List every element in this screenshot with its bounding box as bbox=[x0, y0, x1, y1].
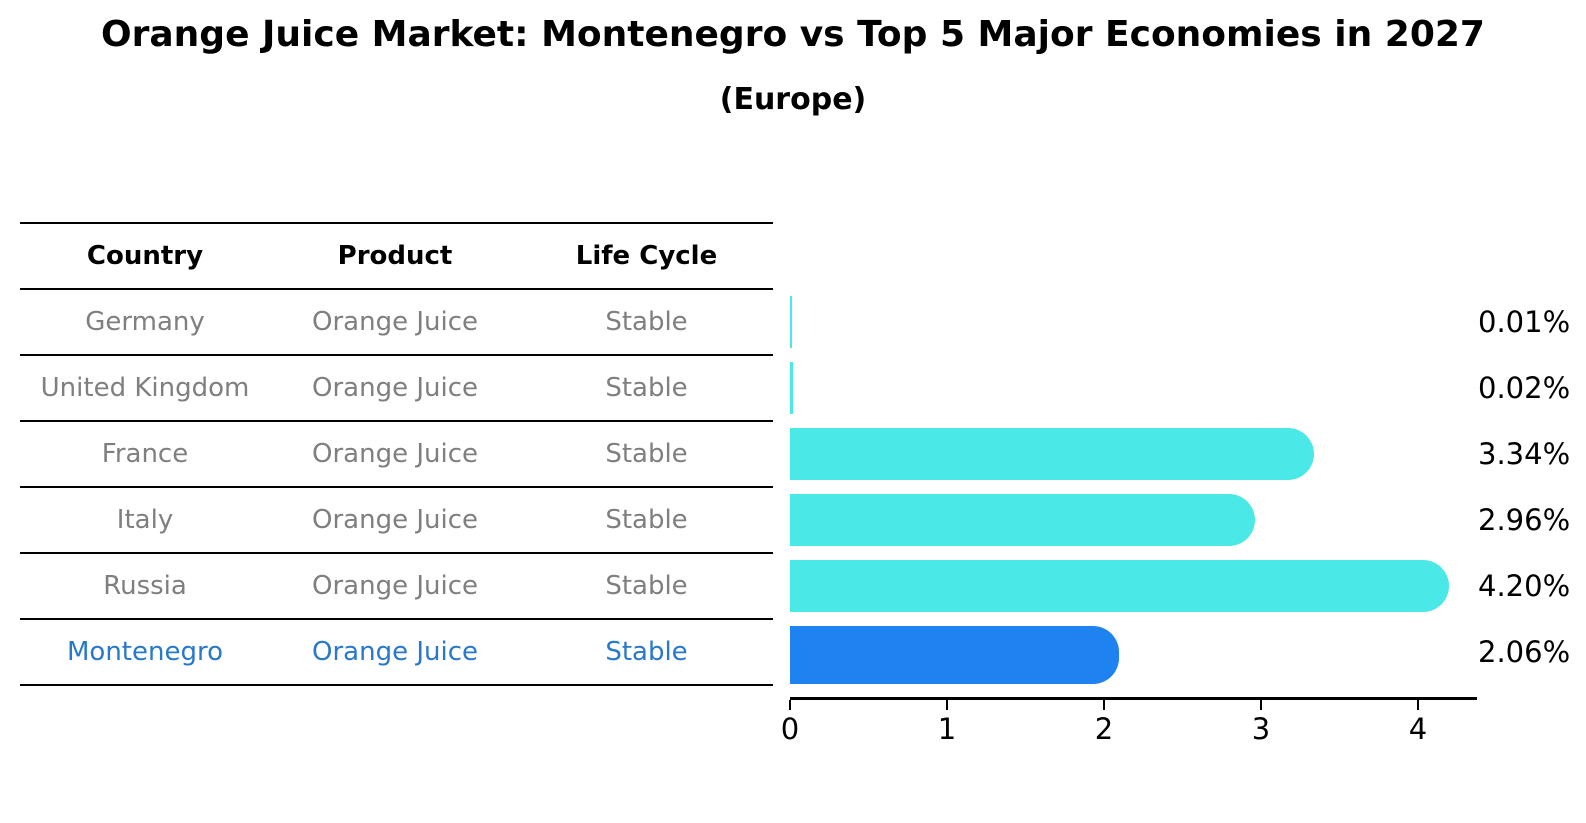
cell-lifecycle: Stable bbox=[605, 307, 688, 337]
x-axis-tick bbox=[789, 700, 791, 710]
column-header-product: Product bbox=[337, 241, 453, 271]
cell-lifecycle: Stable bbox=[605, 637, 688, 667]
column-header-lifecycle: Life Cycle bbox=[575, 241, 718, 271]
x-axis-tick bbox=[946, 700, 948, 710]
bar-france bbox=[790, 428, 1314, 480]
cell-lifecycle: Stable bbox=[605, 439, 688, 469]
cell-product: Orange Juice bbox=[312, 571, 478, 601]
x-axis-tick-label: 4 bbox=[1408, 712, 1428, 746]
x-axis-tick bbox=[1103, 700, 1105, 710]
cell-product: Orange Juice bbox=[312, 307, 478, 337]
data-table: Country Product Life Cycle Germany Orang… bbox=[20, 222, 773, 686]
cell-product: Orange Juice bbox=[312, 505, 478, 535]
value-label-italy: 2.96% bbox=[1478, 503, 1571, 537]
table-row-highlighted: Montenegro Orange Juice Stable bbox=[20, 620, 773, 686]
bar-united-kingdom bbox=[790, 362, 793, 414]
chart-title: Orange Juice Market: Montenegro vs Top 5… bbox=[101, 14, 1485, 55]
cell-country: Germany bbox=[85, 307, 205, 337]
value-label-united-kingdom: 0.02% bbox=[1478, 371, 1571, 405]
x-axis-tick bbox=[1260, 700, 1262, 710]
x-axis-tick-label: 1 bbox=[937, 712, 957, 746]
table-header-row: Country Product Life Cycle bbox=[20, 224, 773, 290]
cell-country: Russia bbox=[103, 571, 187, 601]
bar-chart: 0.01% 0.02% 3.34% 2.96% 4.20% 2.06% 0 1 2 3 4 bbox=[781, 222, 1586, 782]
cell-lifecycle: Stable bbox=[605, 505, 688, 535]
bar-italy bbox=[790, 494, 1255, 546]
cell-product: Orange Juice bbox=[312, 637, 478, 667]
x-axis-tick-label: 3 bbox=[1251, 712, 1271, 746]
x-axis-line bbox=[790, 697, 1477, 700]
table-row: Italy Orange Juice Stable bbox=[20, 488, 773, 554]
cell-country: United Kingdom bbox=[40, 373, 250, 403]
x-axis-tick bbox=[1417, 700, 1419, 710]
table-row: Russia Orange Juice Stable bbox=[20, 554, 773, 620]
column-header-country: Country bbox=[86, 241, 204, 271]
value-label-montenegro: 2.06% bbox=[1478, 635, 1571, 669]
x-axis-tick-label: 0 bbox=[780, 712, 800, 746]
x-axis-tick-label: 2 bbox=[1094, 712, 1114, 746]
value-label-germany: 0.01% bbox=[1478, 305, 1571, 339]
chart-subtitle: (Europe) bbox=[719, 82, 867, 117]
value-label-russia: 4.20% bbox=[1478, 569, 1571, 603]
cell-country: France bbox=[101, 439, 189, 469]
cell-lifecycle: Stable bbox=[605, 571, 688, 601]
cell-product: Orange Juice bbox=[312, 439, 478, 469]
table-row: United Kingdom Orange Juice Stable bbox=[20, 356, 773, 422]
bar-germany bbox=[790, 296, 792, 348]
table-row: Germany Orange Juice Stable bbox=[20, 290, 773, 356]
bar-montenegro bbox=[790, 626, 1119, 684]
bar-russia bbox=[790, 560, 1449, 612]
table-row: France Orange Juice Stable bbox=[20, 422, 773, 488]
value-label-france: 3.34% bbox=[1478, 437, 1571, 471]
cell-country: Montenegro bbox=[66, 637, 223, 667]
cell-lifecycle: Stable bbox=[605, 373, 688, 403]
cell-country: Italy bbox=[116, 505, 174, 535]
cell-product: Orange Juice bbox=[312, 373, 478, 403]
